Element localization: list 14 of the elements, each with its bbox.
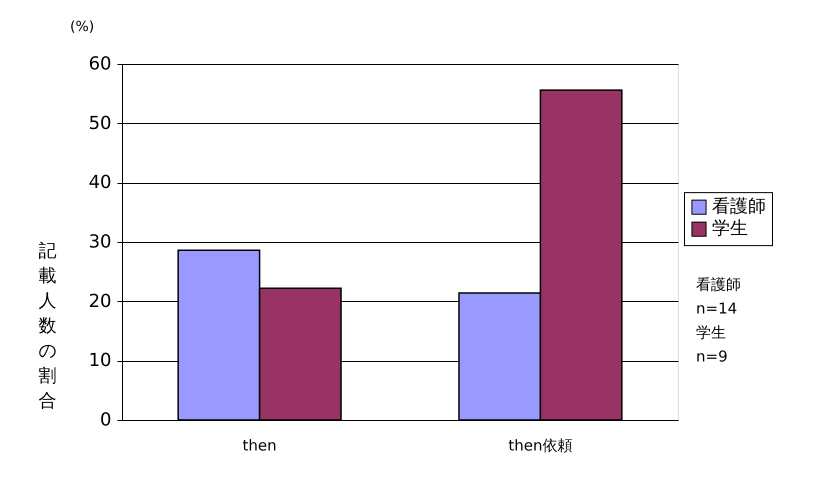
y-axis-title: 記載人数の割合 bbox=[38, 240, 56, 412]
legend-label: 看護師 bbox=[712, 196, 766, 218]
y-tick-label: 40 bbox=[88, 172, 112, 194]
x-tick-label: then bbox=[242, 436, 277, 454]
text: (%) bbox=[70, 19, 94, 35]
y-tick-label: 20 bbox=[88, 290, 112, 312]
y-tick-label: 0 bbox=[100, 410, 112, 430]
x-tick-label: then依頼 bbox=[508, 436, 572, 454]
y-tick-label: 60 bbox=[88, 54, 112, 74]
y-tick-label: 10 bbox=[88, 350, 112, 372]
legend-label: 学生 bbox=[712, 218, 748, 240]
text: 看護師 n=14 学生 n=9 bbox=[696, 276, 741, 366]
y-tick-label: 30 bbox=[88, 232, 112, 252]
y-tick-label: 50 bbox=[88, 112, 112, 134]
